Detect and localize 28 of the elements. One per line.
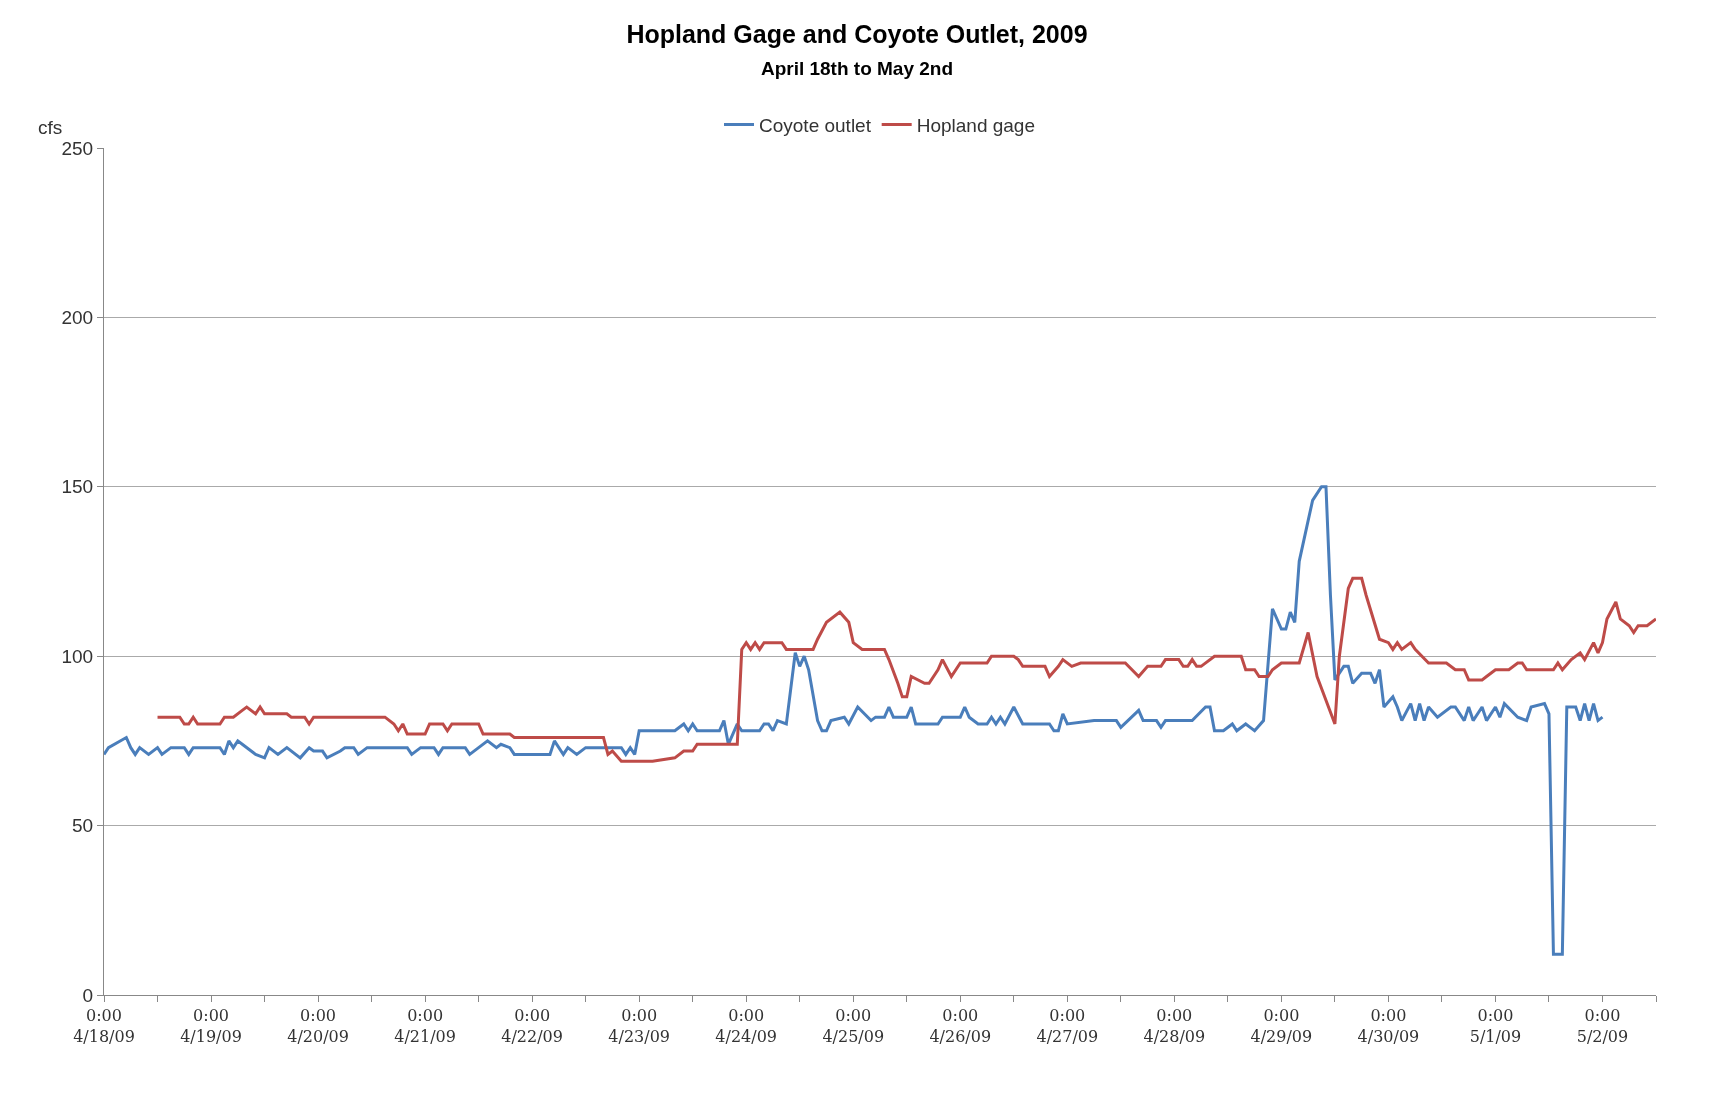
x-tick-label: 0:00 4/25/09 (822, 1006, 885, 1046)
x-tick-label: 0:00 5/1/09 (1469, 1006, 1522, 1046)
chart-subtitle: April 18th to May 2nd (760, 58, 954, 80)
line-series (156, 576, 1656, 763)
x-tick-label: 0:00 4/27/09 (1036, 1006, 1099, 1046)
x-tick-label: 0:00 4/24/09 (715, 1006, 778, 1046)
x-tick-label: 0:00 5/2/09 (1576, 1006, 1629, 1046)
x-tick-label: 0:00 4/28/09 (1143, 1006, 1206, 1046)
y-tick-label: 200 (61, 307, 94, 329)
x-tick-label: 0:00 4/26/09 (929, 1006, 992, 1046)
y-tick-label: 0 (82, 984, 94, 1006)
x-tick-label: 0:00 4/30/09 (1357, 1006, 1420, 1046)
line-series (104, 485, 1604, 956)
x-tick-label: 0:00 4/18/09 (73, 1006, 135, 1046)
x-tick-label: 0:00 4/23/09 (608, 1006, 671, 1046)
y-tick-label: 150 (61, 476, 94, 498)
x-tick-label: 0:00 4/21/09 (394, 1006, 456, 1046)
chart-title: Hopland Gage and Coyote Outlet, 2009 (626, 19, 1088, 48)
y-tick-label: 250 (61, 137, 94, 159)
y-axis-title: cfs (38, 117, 63, 138)
x-tick-label: 0:00 4/22/09 (501, 1006, 563, 1046)
x-tick-label: 0:00 4/29/09 (1250, 1006, 1313, 1046)
x-tick-label: 0:00 4/19/09 (180, 1006, 242, 1046)
legend-label: Hopland gage (916, 115, 1036, 137)
legend-label: Coyote outlet (759, 115, 872, 137)
y-tick-label: 50 (72, 815, 94, 837)
y-tick-label: 100 (61, 645, 94, 667)
x-tick-label: 0:00 4/20/09 (287, 1006, 349, 1046)
